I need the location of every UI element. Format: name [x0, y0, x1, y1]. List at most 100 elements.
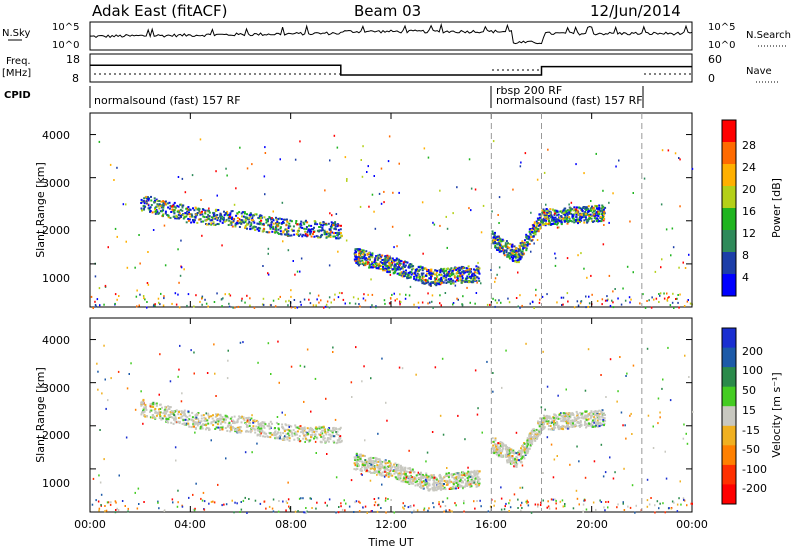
scatter-cell	[167, 216, 170, 219]
scatter-cell	[158, 408, 160, 411]
scatter-cell	[213, 212, 216, 215]
scatter-cell	[433, 485, 436, 488]
scatter-cell	[446, 467, 448, 469]
scatter-cell	[587, 305, 589, 308]
scatter-cell	[593, 208, 596, 211]
scatter-cell	[564, 412, 567, 415]
scatter-cell	[271, 218, 274, 221]
scatter-cell	[442, 276, 445, 279]
scatter-cell	[259, 215, 261, 218]
scatter-cell	[552, 427, 555, 430]
scatter-cell	[247, 430, 250, 433]
scatter-cell	[439, 481, 441, 484]
scatter-cell	[465, 277, 468, 280]
scatter-cell	[296, 223, 299, 226]
scatter-cell	[274, 437, 277, 440]
scatter-cell	[138, 503, 140, 505]
scatter-cell	[324, 501, 326, 504]
scatter-cell	[593, 214, 596, 217]
scatter-cell	[356, 248, 359, 251]
scatter-cell	[241, 215, 243, 218]
scatter-cell	[361, 461, 364, 464]
scatter-cell	[333, 134, 336, 137]
scatter-cell	[436, 484, 439, 487]
scatter-cell	[453, 274, 456, 277]
scatter-cell	[207, 215, 210, 218]
scatter-cell	[250, 213, 253, 216]
scatter-cell	[259, 217, 262, 219]
scatter-cell	[439, 505, 442, 508]
scatter-cell	[419, 265, 422, 268]
scatter-cell	[259, 430, 261, 433]
scatter-cell	[510, 451, 513, 454]
scatter-cell	[467, 273, 470, 276]
scatter-cell	[357, 257, 360, 260]
scatter-cell	[473, 469, 476, 472]
scatter-cell	[152, 406, 155, 408]
scatter-cell	[496, 246, 499, 249]
scatter-cell	[590, 410, 593, 413]
scatter-cell	[333, 298, 335, 301]
scatter-cell	[590, 424, 593, 427]
scatter-cell	[474, 188, 477, 191]
scatter-cell	[311, 228, 313, 231]
scatter-cell	[94, 275, 97, 278]
scatter-cell	[551, 216, 554, 219]
scatter-cell	[306, 234, 309, 237]
scatter-cell	[475, 279, 478, 282]
scatter-cell	[517, 253, 520, 256]
scatter-cell	[304, 437, 307, 440]
scatter-cell	[595, 152, 597, 155]
scatter-cell	[546, 417, 548, 420]
scatter-cell	[321, 429, 324, 432]
scatter-cell	[311, 431, 314, 434]
scatter-cell	[576, 209, 579, 212]
scatter-cell	[191, 215, 193, 218]
scatter-cell	[495, 237, 497, 240]
scatter-cell	[416, 272, 419, 275]
scatter-cell	[199, 300, 201, 303]
scatter-cell	[359, 457, 362, 460]
scatter-cell	[146, 202, 148, 205]
scatter-cell	[388, 460, 391, 463]
scatter-cell	[511, 257, 514, 260]
scatter-cell	[578, 416, 581, 419]
scatter-cell	[231, 426, 234, 429]
scatter-cell	[495, 448, 498, 451]
scatter-cell	[652, 425, 654, 428]
scatter-cell	[568, 216, 570, 219]
scatter-cell	[362, 297, 365, 300]
scatter-cell	[433, 223, 436, 226]
scatter-cell	[393, 267, 396, 270]
scatter-cell	[149, 403, 152, 406]
scatter-cell	[319, 426, 322, 429]
scatter-cell	[277, 298, 280, 300]
scatter-cell	[240, 212, 243, 215]
scatter-cell	[663, 292, 665, 295]
scatter-cell	[400, 274, 403, 277]
scatter-cell	[285, 436, 288, 439]
scatter-cell	[173, 215, 176, 218]
scatter-cell	[401, 272, 404, 275]
scatter-cell	[519, 486, 521, 489]
scatter-cell	[315, 304, 317, 307]
scatter-cell	[94, 304, 97, 306]
scatter-cell	[465, 484, 468, 487]
scatter-cell	[502, 447, 504, 450]
scatter-cell	[456, 473, 459, 476]
scatter-cell	[345, 502, 347, 505]
scatter-cell	[265, 231, 268, 233]
scatter-cell	[567, 413, 570, 416]
scatter-cell	[419, 485, 421, 488]
scatter-cell	[316, 223, 319, 226]
scatter-cell	[190, 426, 193, 429]
scatter-cell	[523, 457, 526, 460]
scatter-cell	[361, 469, 364, 472]
scatter-cell	[473, 271, 476, 274]
scatter-cell	[284, 228, 287, 231]
scatter-cell	[200, 417, 203, 420]
colorbar-cell	[722, 164, 736, 187]
scatter-cell	[512, 449, 515, 452]
scatter-cell	[358, 303, 360, 306]
scatter-cell	[581, 216, 584, 219]
